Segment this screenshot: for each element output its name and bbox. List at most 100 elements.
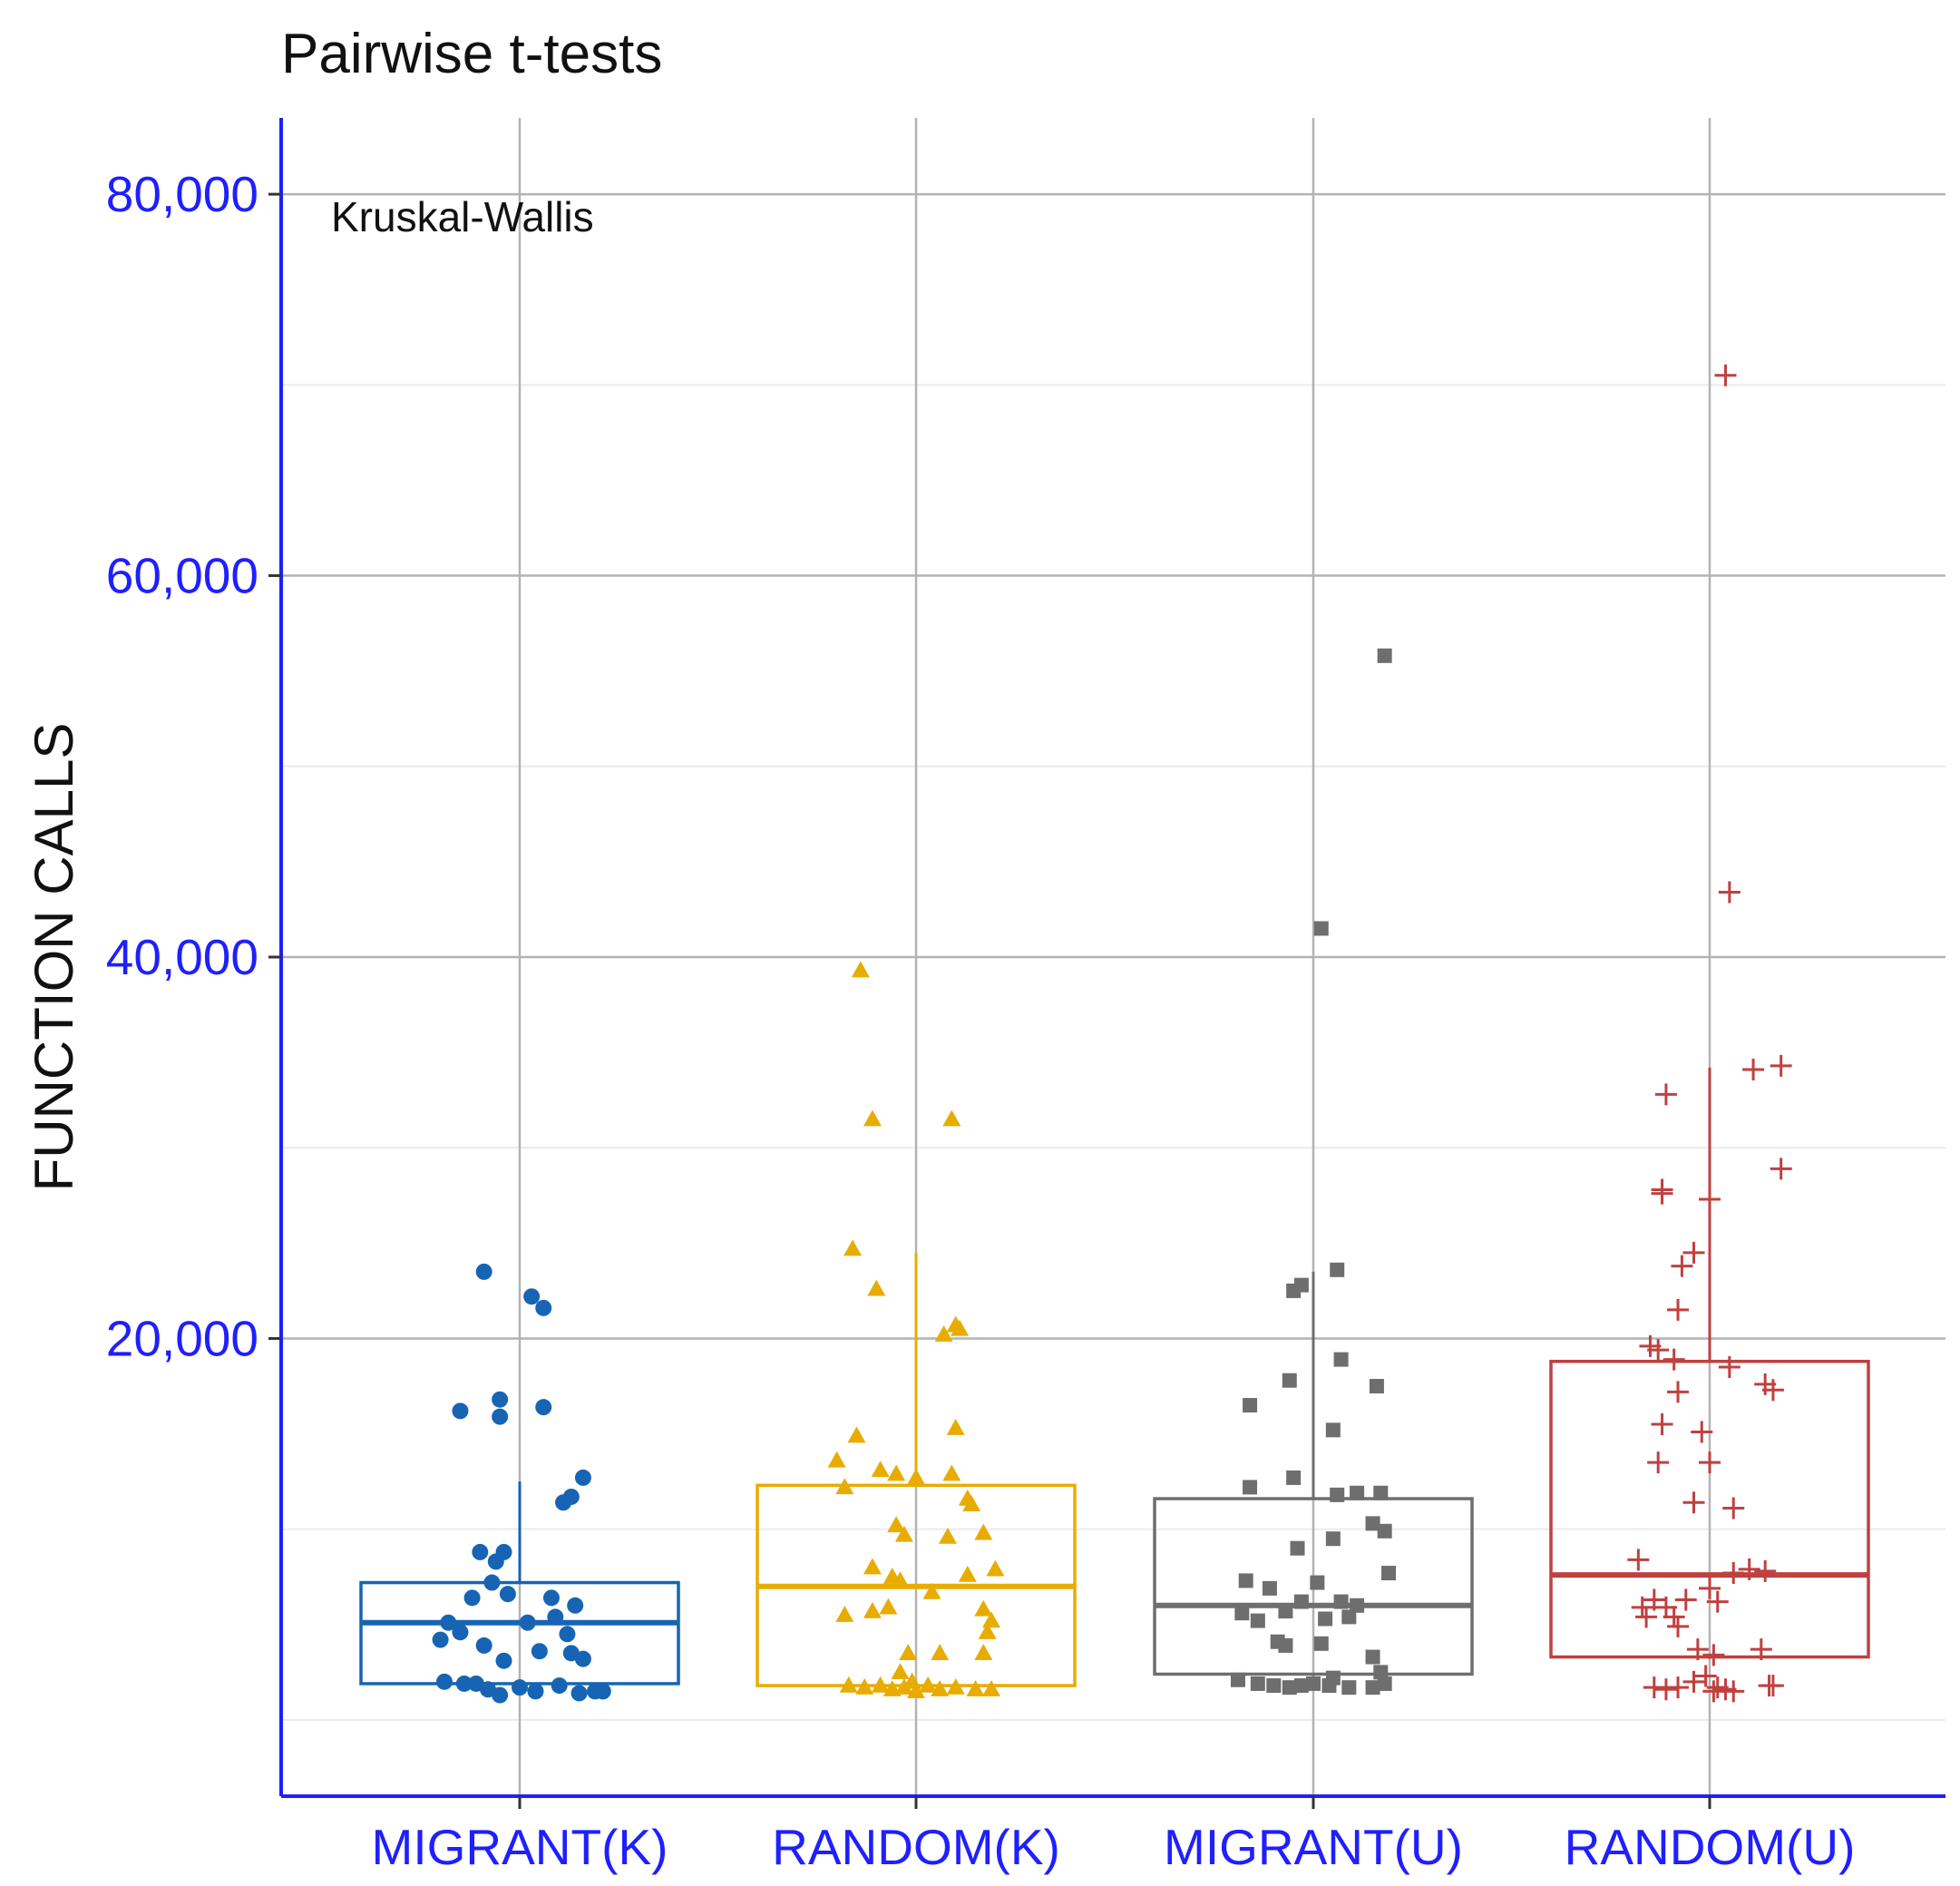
data-point [1706, 1590, 1729, 1613]
data-point [1325, 1531, 1341, 1547]
data-point [1325, 1422, 1341, 1438]
data-point [1647, 1451, 1670, 1474]
data-point [1243, 1480, 1258, 1495]
data-point [962, 1495, 981, 1512]
data-point [1330, 1262, 1345, 1277]
data-point [922, 1582, 941, 1599]
data-point [512, 1679, 528, 1696]
y-tick-label: 20,000 [106, 1310, 258, 1366]
data-point [1262, 1580, 1277, 1596]
data-point [1699, 1577, 1721, 1599]
data-point [472, 1543, 489, 1560]
data-point [1750, 1638, 1772, 1661]
data-point [1674, 1588, 1697, 1611]
data-point [835, 1606, 854, 1622]
data-point [523, 1288, 541, 1305]
data-point [978, 1623, 997, 1639]
data-point [531, 1643, 548, 1660]
data-point [1654, 1083, 1677, 1106]
data-point [839, 1676, 858, 1693]
chart-title: Pairwise t-tests [281, 23, 662, 85]
data-point [483, 1574, 501, 1591]
data-point [1293, 1594, 1309, 1609]
data-point [1373, 1485, 1389, 1500]
box-migrantu [1153, 1271, 1474, 1676]
data-point [982, 1611, 1001, 1628]
data-point [1699, 1187, 1721, 1210]
data-point [894, 1677, 913, 1695]
data-point [492, 1408, 509, 1425]
data-point [1377, 1523, 1392, 1539]
data-point [951, 1319, 970, 1336]
test-annotation: Kruskal-Wallis [331, 193, 594, 240]
data-point [934, 1325, 953, 1342]
box-randomu [1549, 1067, 1870, 1659]
data-point [879, 1598, 898, 1615]
data-point [1282, 1373, 1297, 1388]
data-point [432, 1631, 449, 1648]
data-point [452, 1402, 469, 1420]
data-point [555, 1494, 572, 1511]
data-point [1330, 1487, 1345, 1502]
data-point [1702, 1680, 1725, 1703]
data-point [440, 1614, 457, 1631]
data-point [1631, 1596, 1653, 1618]
data-point [1333, 1352, 1349, 1367]
data-point [1643, 1676, 1665, 1699]
data-point [1286, 1470, 1302, 1485]
data-point [1293, 1678, 1309, 1694]
data-point [1770, 1054, 1792, 1077]
data-point [1722, 1680, 1745, 1703]
iqr-box [1549, 1359, 1870, 1659]
data-point [547, 1608, 564, 1626]
data-point [907, 1682, 925, 1699]
data-point [942, 1109, 961, 1127]
data-point [574, 1469, 591, 1486]
data-point [1718, 881, 1741, 904]
data-point [1310, 1575, 1325, 1590]
data-point [1365, 1649, 1380, 1665]
data-point [863, 1558, 882, 1575]
data-point [570, 1685, 588, 1702]
data-point [495, 1652, 512, 1669]
x-tick-label: RANDOM(K) [772, 1819, 1060, 1875]
data-point [567, 1597, 584, 1614]
data-point [887, 1516, 906, 1533]
data-point [1282, 1680, 1297, 1695]
data-point [931, 1680, 950, 1696]
data-point [1667, 1676, 1690, 1699]
data-point [942, 1464, 961, 1481]
y-tick-label: 40,000 [106, 929, 258, 985]
data-point [1686, 1638, 1709, 1661]
y-tick-label: 60,000 [106, 548, 258, 604]
data-point [1714, 364, 1737, 386]
data-point [974, 1644, 993, 1660]
data-point [899, 1644, 918, 1660]
data-point [1369, 1379, 1384, 1394]
axes: 20,000 40,000 60,000 80,000 MIGRANT(K) RANDOM… [106, 118, 1945, 1875]
data-point [1651, 1182, 1673, 1205]
data-point [867, 1279, 886, 1296]
data-point [891, 1571, 910, 1588]
data-point [467, 1675, 484, 1692]
data-point [1718, 1355, 1741, 1378]
data-point [1742, 1059, 1765, 1081]
data-point [559, 1626, 576, 1643]
data-point [974, 1599, 993, 1617]
data-point [1306, 1676, 1321, 1691]
data-point [851, 961, 870, 978]
jitter-points [432, 364, 1792, 1704]
data-point [982, 1680, 1001, 1696]
data-point [835, 1478, 854, 1495]
data-point [931, 1644, 950, 1660]
data-point [1671, 1255, 1693, 1277]
data-point [907, 1468, 925, 1485]
data-point [1667, 1615, 1690, 1637]
iqr-box [1153, 1497, 1474, 1676]
data-point [1770, 1158, 1792, 1180]
grid-lines [281, 118, 1945, 1796]
data-point [594, 1683, 611, 1700]
data-point [1761, 1675, 1784, 1697]
data-point [1365, 1516, 1380, 1531]
